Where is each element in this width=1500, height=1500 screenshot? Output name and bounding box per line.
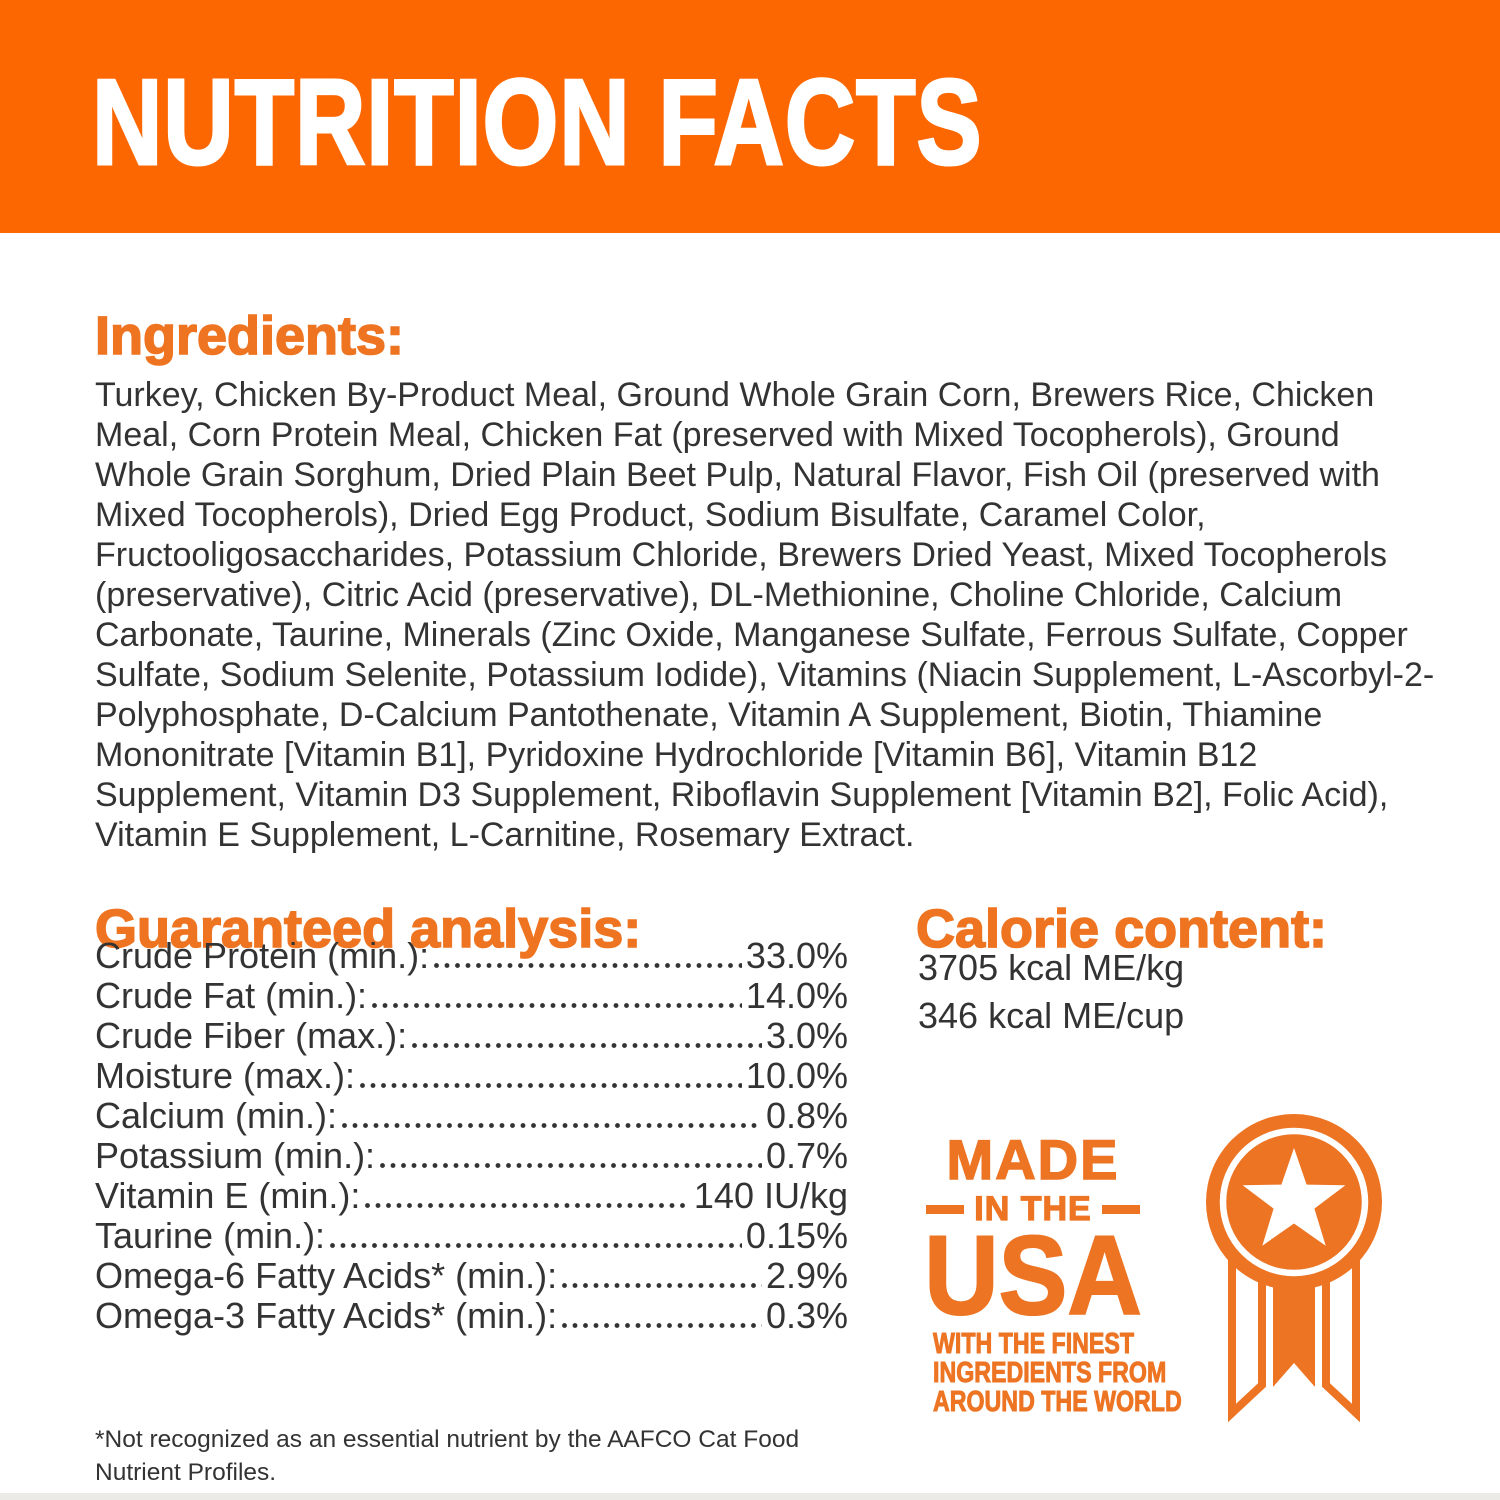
analysis-label: Potassium (min.):	[95, 1135, 376, 1176]
analysis-label: Taurine (min.):	[95, 1215, 326, 1256]
usa-text: USA	[923, 1213, 1142, 1338]
guaranteed-analysis-list: Crude Protein (min.): 33.0% Crude Fat (m…	[95, 935, 848, 1336]
analysis-label: Calcium (min.):	[95, 1095, 338, 1136]
analysis-label: Crude Fat (min.):	[95, 975, 368, 1016]
analysis-value: 0.8%	[765, 1095, 848, 1136]
usa-tagline-line: WITH THE FINEST	[933, 1328, 1135, 1360]
bottom-edge-line	[0, 1493, 1500, 1500]
analysis-label: Crude Fiber (max.):	[95, 1015, 408, 1056]
made-in-usa-badge: MADE IN THE USA WITH THE FINEST INGREDIE…	[908, 1128, 1183, 1418]
calorie-content-values: 3705 kcal ME/kg 346 kcal ME/cup	[918, 944, 1184, 1040]
dotted-leader	[372, 1003, 742, 1008]
analysis-value: 0.15%	[745, 1215, 848, 1256]
dotted-leader	[330, 1243, 742, 1248]
analysis-row: Omega-6 Fatty Acids* (min.): 2.9%	[95, 1255, 848, 1296]
analysis-row: Crude Fiber (max.): 3.0%	[95, 1015, 848, 1056]
aafco-footnote: *Not recognized as an essential nutrient…	[95, 1425, 800, 1486]
analysis-value: 2.9%	[765, 1255, 848, 1296]
dotted-leader	[365, 1203, 690, 1208]
nutrition-facts-banner: NUTRITION FACTS	[0, 0, 1500, 233]
analysis-row: Potassium (min.): 0.7%	[95, 1135, 848, 1176]
ingredients-heading: Ingredients:	[94, 305, 405, 366]
usa-tagline-line: AROUND THE WORLD	[933, 1386, 1183, 1418]
dotted-leader	[380, 1163, 762, 1168]
ingredients-text: Turkey, Chicken By-Product Meal, Ground …	[95, 376, 1435, 854]
usa-tagline-line: INGREDIENTS FROM	[933, 1357, 1167, 1389]
analysis-value: 0.3%	[765, 1295, 848, 1336]
analysis-label: Vitamin E (min.):	[95, 1175, 361, 1216]
analysis-label: Crude Protein (min.):	[95, 935, 430, 976]
analysis-value: 0.7%	[765, 1135, 848, 1176]
usa-tagline: WITH THE FINEST INGREDIENTS FROM AROUND …	[933, 1328, 1183, 1418]
dotted-leader	[562, 1323, 762, 1328]
analysis-row: Moisture (max.): 10.0%	[95, 1055, 848, 1096]
analysis-row: Calcium (min.): 0.8%	[95, 1095, 848, 1136]
usa-in-the-row: IN THE	[908, 1190, 1158, 1228]
dotted-leader	[360, 1083, 742, 1088]
award-ribbon-star-icon	[1206, 1114, 1382, 1423]
dash-decoration	[1101, 1204, 1140, 1214]
dotted-leader	[562, 1283, 762, 1288]
dotted-leader	[434, 963, 742, 968]
analysis-value: 14.0%	[745, 975, 848, 1016]
usa-in-the-text: IN THE	[974, 1190, 1092, 1228]
analysis-row: Vitamin E (min.): 140 IU/kg	[95, 1175, 848, 1216]
guaranteed-analysis-heading: Guaranteed analysis:	[94, 898, 642, 959]
analysis-value: 10.0%	[745, 1055, 848, 1096]
calorie-line-cup: 346 kcal ME/cup	[918, 995, 1185, 1036]
analysis-label: Omega-3 Fatty Acids* (min.):	[95, 1295, 558, 1336]
analysis-row: Taurine (min.): 0.15%	[95, 1215, 848, 1256]
analysis-value: 33.0%	[745, 935, 848, 976]
analysis-row: Omega-3 Fatty Acids* (min.): 0.3%	[95, 1295, 848, 1336]
dotted-leader	[342, 1123, 762, 1128]
analysis-value: 3.0%	[765, 1015, 848, 1056]
page-title: NUTRITION FACTS	[91, 52, 983, 191]
dotted-leader	[412, 1043, 762, 1048]
analysis-row: Crude Fat (min.): 14.0%	[95, 975, 848, 1016]
calorie-content-heading: Calorie content:	[915, 898, 1328, 959]
analysis-label: Omega-6 Fatty Acids* (min.):	[95, 1255, 558, 1296]
analysis-label: Moisture (max.):	[95, 1055, 356, 1096]
usa-made-text: MADE	[946, 1128, 1120, 1191]
analysis-row: Crude Protein (min.): 33.0%	[95, 935, 848, 976]
analysis-value: 140 IU/kg	[693, 1175, 848, 1216]
dash-decoration	[926, 1204, 965, 1214]
calorie-line-kg: 3705 kcal ME/kg	[918, 947, 1185, 988]
